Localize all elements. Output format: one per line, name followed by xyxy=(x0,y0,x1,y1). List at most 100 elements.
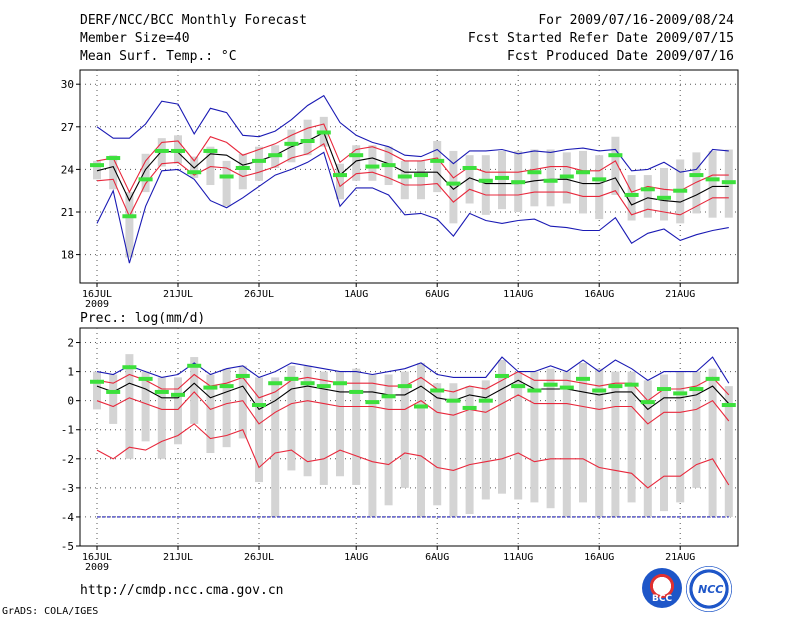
temp-box xyxy=(352,145,361,181)
temp-obs-mark xyxy=(381,163,396,168)
prec-obs-mark xyxy=(316,384,331,389)
temp-box xyxy=(465,155,474,204)
prec-box xyxy=(433,383,442,506)
temp-x-tick-label: 21AUG xyxy=(665,289,695,300)
prec-obs-mark xyxy=(430,388,445,393)
prec-obs-mark xyxy=(171,392,185,397)
temp-series-minimum xyxy=(96,151,729,264)
prec-x-tick-label: 21JUL xyxy=(163,552,193,563)
prec-obs-mark xyxy=(689,387,704,392)
temp-box xyxy=(303,119,312,156)
temp-series-maximum xyxy=(96,94,729,173)
prec-obs-mark xyxy=(203,385,218,390)
prec-obs-mark xyxy=(219,384,234,389)
chart-title: DERF/NCC/BCC Monthly Forecast xyxy=(80,13,307,28)
temp-box xyxy=(481,155,490,215)
temp-obs-mark xyxy=(106,156,121,161)
prec-box xyxy=(206,374,215,453)
prec-box xyxy=(384,374,393,506)
prec-box xyxy=(255,377,263,483)
temp-box xyxy=(141,153,150,193)
prec-y-tick-label: -5 xyxy=(61,540,74,553)
prec-box xyxy=(174,377,182,445)
prec-box xyxy=(449,383,458,517)
temp-obs-mark xyxy=(511,180,526,185)
temp-box xyxy=(643,175,652,218)
temp-obs-mark xyxy=(592,177,607,182)
temp-obs-mark xyxy=(640,187,655,192)
temp-box xyxy=(417,160,425,200)
prec-obs-mark xyxy=(333,381,347,386)
prec-obs-mark xyxy=(527,388,542,393)
temp-y-tick-label: 27 xyxy=(61,121,74,134)
prec-obs-mark xyxy=(187,363,202,368)
prec-x-year-label: 2009 xyxy=(85,562,109,573)
prec-box xyxy=(141,371,150,442)
temp-box xyxy=(692,152,701,214)
prec-box xyxy=(319,371,328,485)
temp-obs-mark xyxy=(624,192,639,197)
prec-box xyxy=(579,362,587,503)
prec-x-tick-label: 11AUG xyxy=(503,552,533,563)
prec-obs-mark xyxy=(462,405,477,410)
prec-box xyxy=(660,374,668,512)
prec-obs-mark xyxy=(381,394,396,399)
prec-obs-mark xyxy=(495,373,509,378)
temp-y-tick-label: 18 xyxy=(61,249,74,262)
prec-box xyxy=(93,371,101,410)
temp-box xyxy=(498,150,506,210)
temp-x-tick-label: 16JUL xyxy=(82,289,112,300)
temp-panel: 18 21 24 27 30 16JUL 21JUL 26JUL 1AUG 6AUG 11AUG 16… xyxy=(61,69,739,310)
temp-box xyxy=(579,150,587,214)
prec-obs-mark xyxy=(90,379,104,384)
prec-box xyxy=(546,368,555,509)
prec-box xyxy=(465,386,474,515)
temp-obs-mark xyxy=(673,188,688,193)
prec-obs-mark xyxy=(106,389,121,394)
source-url[interactable]: http://cmdp.ncc.cma.gov.cn xyxy=(80,583,284,598)
prec-obs-mark xyxy=(397,384,412,389)
temp-x-tick-label: 11AUG xyxy=(503,289,533,300)
temp-x-tick-label: 21JUL xyxy=(163,289,193,300)
prec-panel: -5 -4 -3 -2 -1 0 1 2 16JUL 21JUL 26JUL 1AUG 6AUG 11AU… xyxy=(61,327,739,573)
temp-obs-mark xyxy=(576,170,590,175)
prec-y-tick-label: -1 xyxy=(61,424,74,437)
prec-obs-mark xyxy=(705,376,720,381)
prec-obs-mark xyxy=(138,376,153,381)
temp-obs-mark xyxy=(154,148,169,153)
prec-obs-mark xyxy=(268,381,283,386)
prec-box xyxy=(238,365,247,439)
prec-obs-mark xyxy=(721,403,736,408)
prec-series-maximum xyxy=(96,356,730,384)
bcc-logo: BCC xyxy=(642,568,682,608)
prec-box xyxy=(417,362,425,517)
temp-obs-mark xyxy=(721,180,736,185)
prec-box xyxy=(708,368,717,517)
prec-y-tick-label: 2 xyxy=(67,337,74,350)
forecast-started-date: Fcst Started Refer Date 2009/07/15 xyxy=(467,31,734,46)
temp-box xyxy=(222,160,231,207)
temp-obs-mark xyxy=(527,170,542,175)
temp-y-tick-label: 21 xyxy=(61,206,74,219)
temp-series-upper-spread xyxy=(96,123,729,194)
prec-box xyxy=(271,377,280,517)
prec-x-tick-label: 16JUL xyxy=(82,552,112,563)
prec-obs-mark xyxy=(640,400,655,405)
prec-x-tick-label: 16AUG xyxy=(584,552,614,563)
temp-obs-mark xyxy=(559,174,574,179)
prec-series-lower-extreme xyxy=(96,423,730,489)
prec-box xyxy=(287,365,296,471)
temp-obs-mark xyxy=(187,170,202,175)
temp-obs-mark xyxy=(608,153,623,158)
prec-box xyxy=(157,377,166,459)
prec-obs-mark xyxy=(511,384,526,389)
temp-obs-mark xyxy=(90,163,104,168)
temp-y-tick-label: 30 xyxy=(61,78,74,91)
prec-x-tick-label: 26JUL xyxy=(244,552,274,563)
prec-y-tick-label: -4 xyxy=(61,511,75,524)
prec-y-tick-label: 1 xyxy=(67,366,74,379)
temp-box xyxy=(287,129,296,163)
temp-obs-mark xyxy=(252,158,266,163)
prec-box xyxy=(125,354,134,459)
